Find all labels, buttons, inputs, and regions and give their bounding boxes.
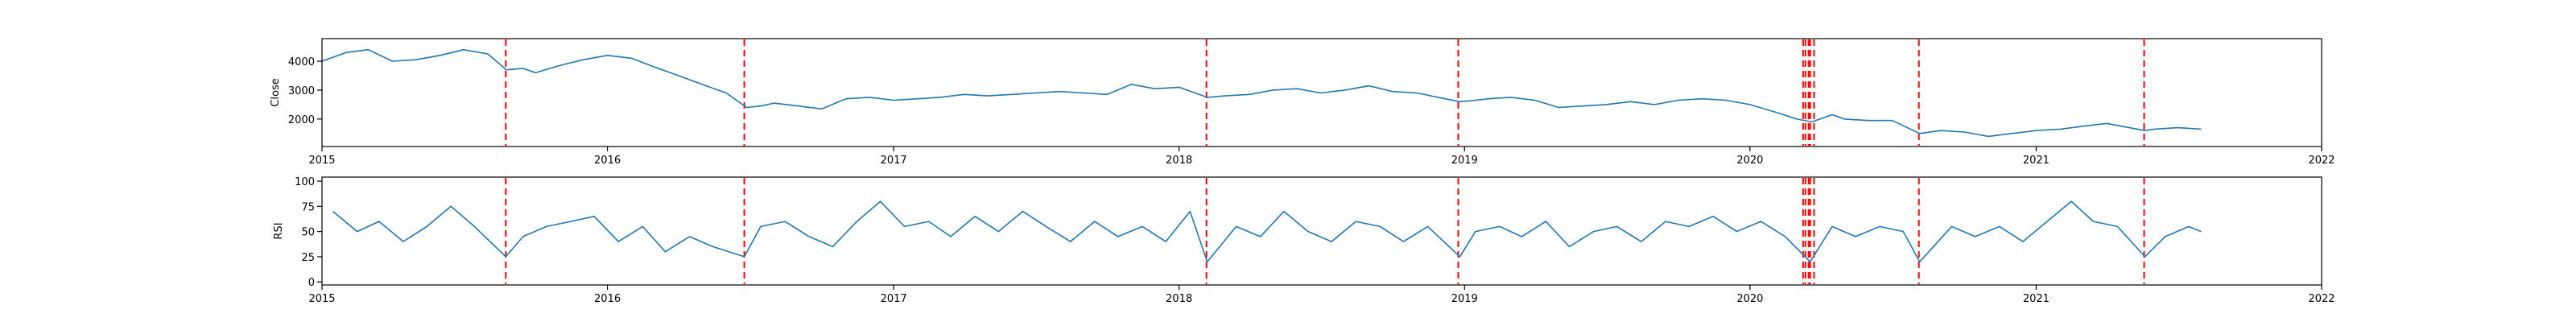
close-price-line [321,48,2202,138]
rsi-y-axis: 0 25 50 75 100 [295,176,322,289]
rsi-x-tick-label: 2017 [881,293,907,305]
rsi-y-axis-label: RSI [273,222,285,239]
rsi-x-tick-label: 2022 [2308,293,2334,305]
close-x-tick-label: 2018 [1166,155,1192,167]
close-event-lines [505,39,2145,146]
close-x-tick-label: 2019 [1451,155,1478,167]
rsi-y-tick-label: 75 [301,201,315,213]
rsi-event-lines [505,178,2145,284]
rsi-x-axis: 2015 2016 2017 2018 2019 2020 2021 2022 [308,285,2335,305]
rsi-x-tick-label: 2015 [308,293,335,305]
close-x-tick-label: 2015 [308,155,335,167]
close-price-chart: 2015 2016 2017 2018 2019 2020 2021 2022 2000 300… [270,38,2335,167]
close-x-tick-label: 2016 [594,155,621,167]
rsi-x-tick-label: 2019 [1451,293,1478,305]
rsi-x-tick-label: 2016 [594,293,621,305]
close-plot-frame [321,38,2322,147]
close-x-tick-label: 2021 [2023,155,2050,167]
close-x-axis: 2015 2016 2017 2018 2019 2020 2021 2022 [308,147,2335,167]
close-y-axis: 2000 3000 4000 [288,56,322,126]
close-x-tick-label: 2020 [1736,155,1763,167]
close-y-tick-label: 3000 [288,85,315,97]
close-x-tick-label: 2022 [2308,155,2334,167]
close-y-tick-label: 4000 [288,56,315,68]
rsi-y-tick-label: 100 [295,176,315,188]
rsi-y-tick-label: 25 [301,252,315,264]
close-x-tick-label: 2017 [881,155,907,167]
close-y-axis-label: Close [270,78,282,106]
close-y-tick-label: 2000 [288,114,315,126]
rsi-x-tick-label: 2018 [1166,293,1192,305]
rsi-y-tick-label: 0 [308,277,315,289]
rsi-y-tick-label: 50 [301,227,315,239]
rsi-line [332,200,2202,262]
rsi-chart: 2015 2016 2017 2018 2019 2020 2021 2022 0 25 50 75… [273,176,2335,305]
rsi-x-tick-label: 2020 [1736,293,1763,305]
rsi-x-tick-label: 2021 [2023,293,2050,305]
rsi-plot-frame [321,176,2322,286]
